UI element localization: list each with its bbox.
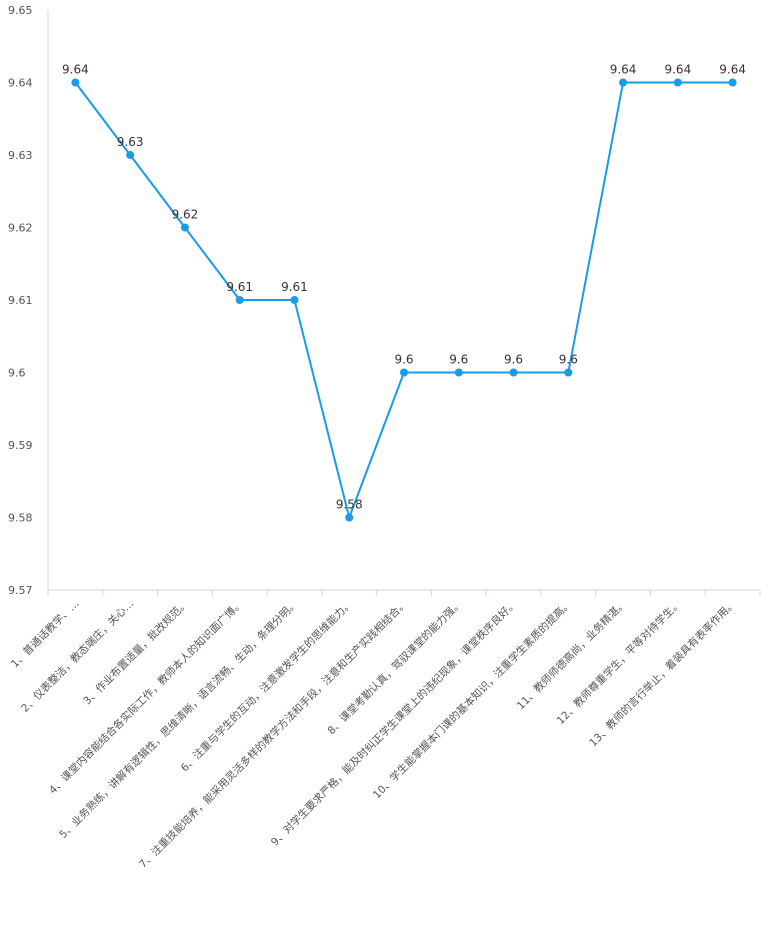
data-point: [454, 368, 463, 377]
data-point: [509, 368, 518, 377]
data-label: 9.64: [664, 63, 691, 77]
series-polyline: [74, 81, 733, 519]
data-label: 9.6: [504, 353, 523, 367]
x-category-label: 4、课堂内容能结合各实际工作，教师本人的知识面广博。: [46, 597, 246, 797]
data-label: 9.64: [62, 63, 89, 77]
x-category-label: 12、教师尊重学生，平等对待学生。: [554, 597, 684, 727]
x-category-label: 7、注重技能培养，能采用灵活多样的教学方法和手段，注意和生产实践相结合。: [136, 597, 410, 871]
data-point: [235, 296, 244, 304]
series-line: [71, 78, 737, 522]
data-label: 9.58: [336, 498, 363, 512]
data-label: 9.63: [117, 135, 144, 149]
data-point: [290, 296, 299, 304]
x-category-label: 2、仪表整洁，教态端庄，关心…: [18, 597, 136, 715]
data-point: [71, 78, 80, 87]
y-tick-label: 9.59: [8, 439, 33, 452]
y-tick-label: 9.62: [8, 222, 33, 235]
data-point: [728, 78, 737, 87]
data-point: [564, 368, 573, 377]
data-point: [180, 223, 189, 232]
y-tick-label: 9.58: [8, 512, 33, 525]
data-point: [126, 151, 135, 159]
data-point: [619, 78, 628, 87]
data-label: 9.6: [559, 353, 578, 367]
data-point: [345, 513, 354, 522]
y-tick-label: 9.61: [8, 294, 33, 307]
y-tick-label: 9.63: [8, 149, 33, 162]
data-point: [673, 78, 682, 87]
y-tick-label: 9.64: [8, 77, 33, 90]
x-category-label: 10、学生能掌握本门课的基本知识，注重学生素质的提高。: [370, 597, 574, 801]
x-axis: 1、普通话教学、…2、仪表整洁，教态端庄，关心…3、作业布置适量，批改规范。4、…: [8, 589, 761, 871]
data-labels: 9.64 9.63 9.62 9.61 9.61 9.58 9.6 9.6 9.6 9.6 9.64…: [62, 63, 746, 512]
data-label: 9.64: [610, 63, 637, 77]
data-label: 9.61: [226, 280, 253, 294]
data-point: [400, 368, 408, 377]
x-category-label: 11、教师师德高尚，业务精湛。: [514, 597, 629, 712]
y-tick-label: 9.57: [8, 584, 33, 597]
y-tick-label: 9.65: [8, 4, 33, 17]
y-axis: 9.65 9.64 9.63 9.62 9.61 9.6 9.59 9.58 9.57: [8, 4, 49, 597]
data-label: 9.62: [172, 208, 199, 222]
data-label: 9.61: [281, 280, 308, 294]
x-category-label: 3、作业布置适量，批改规范。: [81, 597, 191, 707]
data-label: 9.6: [394, 353, 413, 367]
data-label: 9.64: [719, 63, 746, 77]
data-label: 9.6: [449, 353, 468, 367]
x-category-label: 9、对学生要求严格，能及时纠正学生课堂上的违纪现象，课堂秩序良好。: [268, 597, 520, 849]
y-tick-label: 9.6: [8, 367, 26, 380]
